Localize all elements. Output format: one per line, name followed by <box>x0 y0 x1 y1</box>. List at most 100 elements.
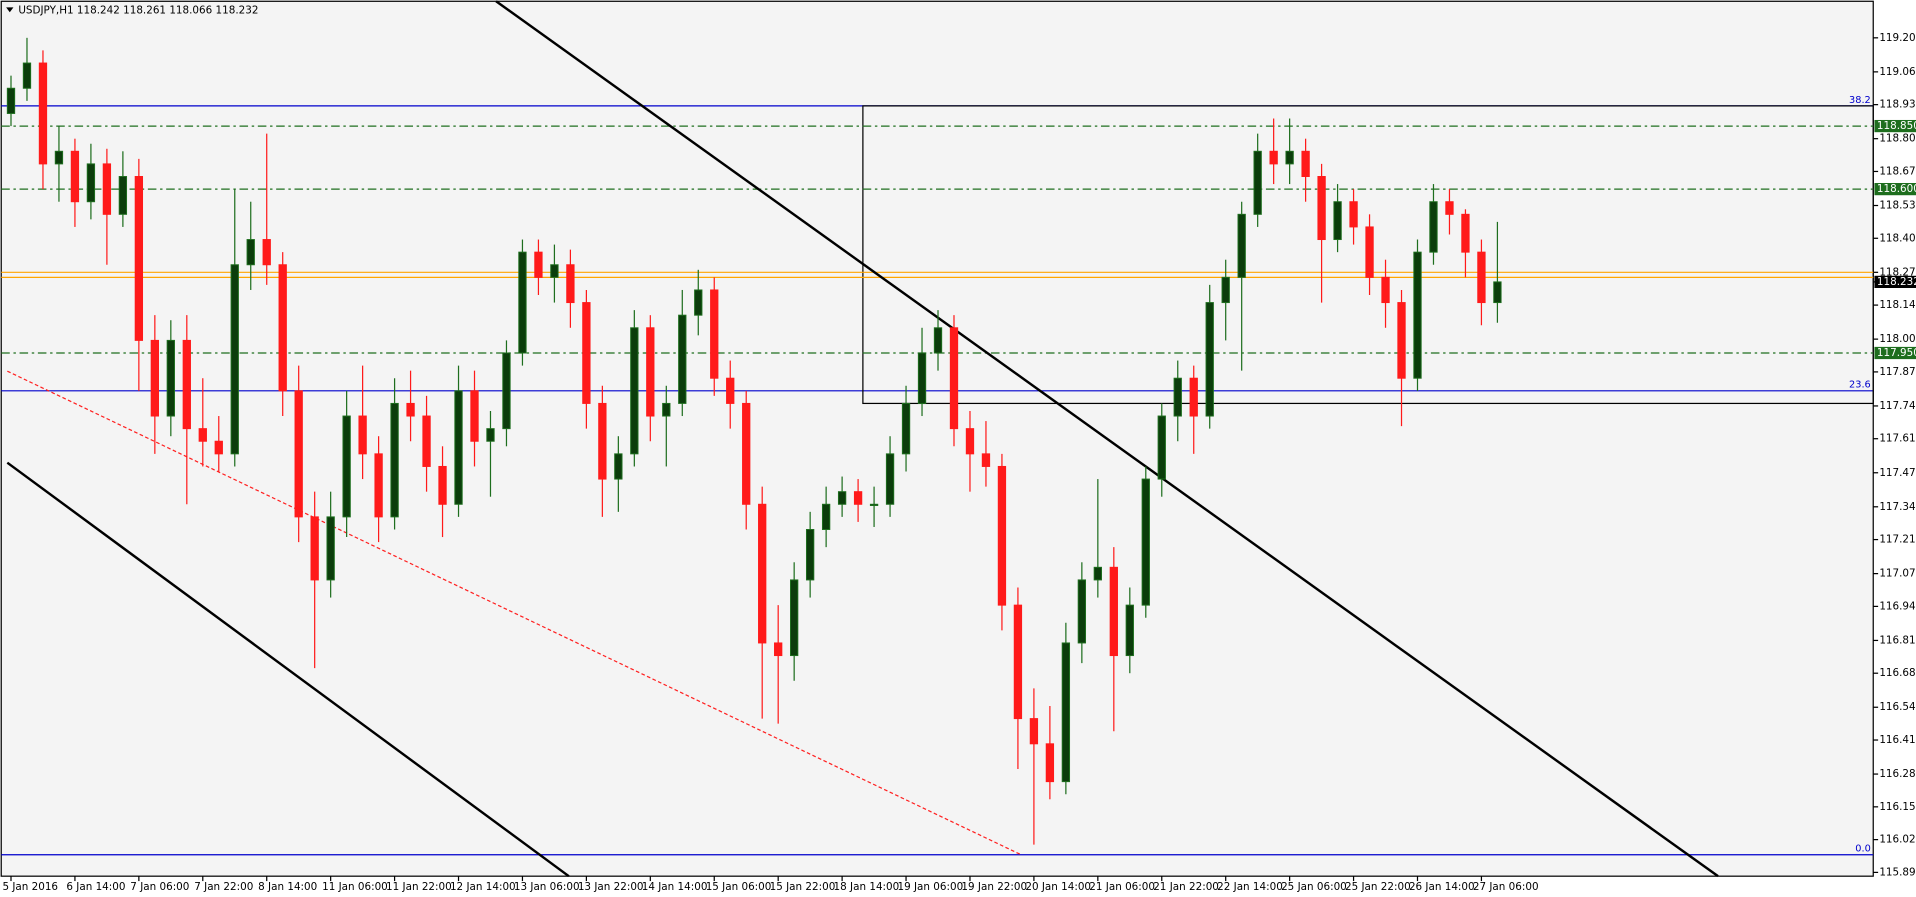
candle-body <box>901 402 911 455</box>
candle-body <box>358 415 367 455</box>
candle-body <box>582 302 591 404</box>
candle-body <box>1365 226 1374 278</box>
candle-body <box>1173 377 1182 417</box>
range-box <box>862 105 1874 405</box>
x-tick-label: 18 Jan 14:00 <box>834 881 900 893</box>
candle-body <box>1093 566 1102 581</box>
candle-body <box>534 251 543 278</box>
price-tag <box>1874 275 1916 289</box>
y-tick-label: 117.875 <box>1879 366 1916 378</box>
candle-body <box>885 453 895 505</box>
x-tick-label: 21 Jan 22:00 <box>1153 881 1219 893</box>
candle-body <box>1061 642 1071 783</box>
candle-body <box>1269 150 1278 165</box>
y-tick-label: 118.270 <box>1879 266 1916 278</box>
x-tick-label: 11 Jan 22:00 <box>386 881 452 893</box>
candle-body <box>790 579 799 657</box>
x-tick-label: 22 Jan 14:00 <box>1217 881 1283 893</box>
x-tick-label: 26 Jan 14:00 <box>1409 881 1475 893</box>
candle-body <box>742 402 751 505</box>
candle-body <box>262 239 271 266</box>
y-tick-label: 117.740 <box>1879 400 1916 412</box>
candle-body <box>70 150 80 203</box>
y-tick-label: 116.415 <box>1879 734 1916 746</box>
y-tick-label: 116.020 <box>1879 834 1916 846</box>
trendline <box>6 461 570 878</box>
candle-body <box>774 642 783 657</box>
candle-body <box>1445 201 1454 215</box>
candle-body <box>502 352 511 430</box>
candle-body <box>454 390 463 505</box>
x-tick-label: 21 Jan 06:00 <box>1089 881 1155 893</box>
x-tick-label: 19 Jan 06:00 <box>897 881 963 893</box>
x-tick-label: 7 Jan 06:00 <box>130 881 189 893</box>
candle-body <box>917 352 927 404</box>
candle-body <box>1349 201 1358 228</box>
y-tick-label: 119.065 <box>1879 66 1916 78</box>
candle-body <box>566 264 575 304</box>
candle-body <box>933 327 943 354</box>
candle-body <box>1029 718 1039 745</box>
candle-body <box>678 314 687 404</box>
candle-body <box>1013 604 1023 720</box>
y-tick-label: 118.800 <box>1879 133 1916 145</box>
fib-label: 38.2 <box>1849 95 1871 106</box>
candle-body <box>1077 579 1087 644</box>
candle-body <box>54 150 64 165</box>
x-tick-label: 27 Jan 06:00 <box>1473 881 1539 893</box>
candle-body <box>438 465 447 505</box>
candle-body <box>1189 377 1198 417</box>
candle-body <box>518 251 527 354</box>
candle-body <box>198 428 207 442</box>
y-tick-label: 118.405 <box>1879 232 1916 244</box>
trendline <box>495 0 1719 878</box>
candle-body <box>470 390 479 442</box>
candle-body <box>1317 176 1326 241</box>
candle-body <box>166 339 175 417</box>
menu-arrow <box>6 7 14 13</box>
candle-body <box>150 339 159 417</box>
candle-body <box>102 163 112 215</box>
x-tick-label: 13 Jan 22:00 <box>578 881 644 893</box>
x-tick-label: 15 Jan 06:00 <box>706 881 772 893</box>
candle-body <box>1381 276 1390 304</box>
candle-body <box>662 402 671 417</box>
candle-body <box>326 516 335 581</box>
y-tick-label: 118.140 <box>1879 299 1916 311</box>
candle-body <box>614 453 623 480</box>
candle-body <box>342 415 351 518</box>
y-tick-label: 117.210 <box>1879 534 1916 546</box>
candle-body <box>294 390 303 518</box>
candle-body <box>134 176 144 341</box>
x-tick-label: 20 Jan 14:00 <box>1025 881 1091 893</box>
candle-body <box>997 465 1007 606</box>
candle-body <box>965 428 975 455</box>
candle-body <box>1477 251 1486 304</box>
candle-body <box>758 503 767 644</box>
level-label: 117.950 <box>1877 347 1916 359</box>
candle-body <box>1125 604 1134 657</box>
candle-body <box>1301 150 1310 177</box>
candle-body <box>246 239 255 266</box>
x-tick-label: 13 Jan 06:00 <box>514 881 580 893</box>
x-tick-label: 12 Jan 14:00 <box>450 881 516 893</box>
x-tick-label: 11 Jan 06:00 <box>322 881 388 893</box>
candle-body <box>1157 415 1166 480</box>
x-tick-label: 25 Jan 22:00 <box>1345 881 1411 893</box>
y-tick-label: 117.610 <box>1879 433 1916 445</box>
candle-body <box>630 327 639 455</box>
y-tick-label: 115.890 <box>1879 866 1916 878</box>
candle-body <box>390 402 399 518</box>
candle-body <box>1045 743 1055 783</box>
trendline <box>7 370 1022 856</box>
candle-body <box>1237 213 1246 278</box>
candle-body <box>869 503 879 506</box>
candle-body <box>981 453 991 467</box>
candle-body <box>1461 213 1470 253</box>
level-tag <box>1874 183 1916 196</box>
candle-body <box>6 87 16 114</box>
candle-body <box>1333 201 1342 241</box>
candle-body <box>38 62 48 165</box>
candle-body <box>1413 251 1422 379</box>
candle-body <box>214 440 223 455</box>
